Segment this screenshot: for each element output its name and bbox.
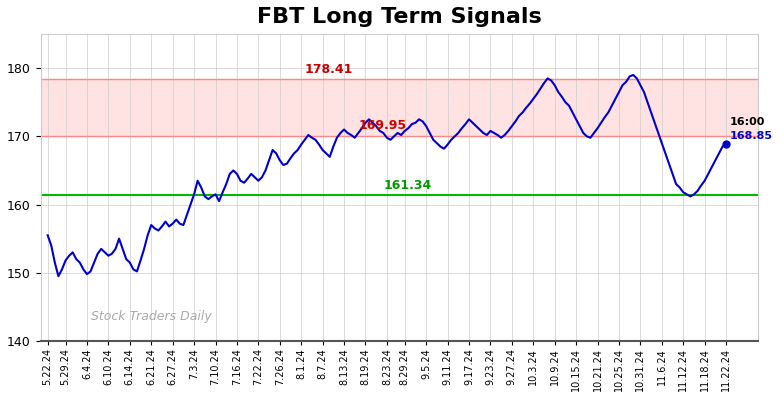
Title: FBT Long Term Signals: FBT Long Term Signals [257,7,542,27]
Bar [41,79,758,137]
Text: 16:00: 16:00 [730,117,765,127]
Text: Stock Traders Daily: Stock Traders Daily [91,310,212,322]
Text: 161.34: 161.34 [383,179,431,192]
Text: 178.41: 178.41 [305,62,353,76]
Text: 169.95: 169.95 [358,119,406,132]
Text: 168.85: 168.85 [730,131,773,141]
